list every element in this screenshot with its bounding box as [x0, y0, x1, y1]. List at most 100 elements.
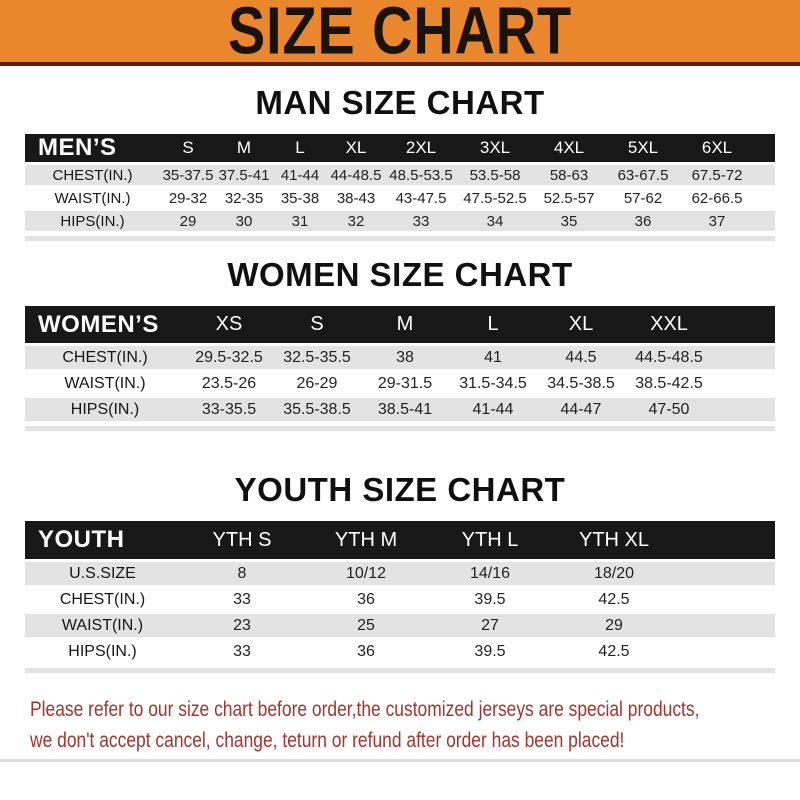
column-header: L	[449, 306, 537, 346]
table-group-label: WOMEN’S	[25, 306, 185, 346]
size-value: 47.5-52.5	[458, 188, 532, 211]
size-value: 30	[216, 211, 272, 234]
table-group-label: MEN’S	[25, 134, 160, 165]
column-header: 5XL	[606, 134, 680, 165]
row-label: U.S.SIZE	[25, 562, 180, 588]
size-value: 47-50	[625, 398, 713, 424]
size-value: 35.5-38.5	[273, 398, 361, 424]
filler-cell	[713, 398, 775, 424]
disclaimer-line-1: Please refer to our size chart before or…	[30, 698, 700, 721]
table-group-label: YOUTH	[25, 521, 180, 562]
size-value: 23.5-26	[185, 372, 273, 398]
column-header: L	[272, 134, 328, 165]
men-size-section: MAN SIZE CHART MEN’S S M L XL 2XL 3XL 4XL 5XL 6XL…	[0, 85, 800, 241]
size-value: 33-35.5	[185, 398, 273, 424]
size-value: 41-44	[449, 398, 537, 424]
size-value: 26-29	[273, 372, 361, 398]
column-header: M	[216, 134, 272, 165]
size-value: 38	[361, 346, 449, 372]
youth-size-table: YOUTH YTH S YTH M YTH L YTH XL U.S.SIZE 8 10/12…	[25, 521, 775, 666]
men-section-heading: MAN SIZE CHART	[255, 84, 545, 121]
row-label: WAIST(IN.)	[25, 372, 185, 398]
size-value: 35	[532, 211, 606, 234]
table-header-row: WOMEN’S XS S M L XL XXL	[25, 306, 775, 346]
size-value: 36	[304, 588, 428, 614]
table-header-row: MEN’S S M L XL 2XL 3XL 4XL 5XL 6XL	[25, 134, 775, 165]
size-value: 44.5	[537, 346, 625, 372]
size-value: 42.5	[552, 640, 676, 666]
filler-cell	[676, 562, 775, 588]
row-label: WAIST(IN.)	[25, 614, 180, 640]
size-value: 25	[304, 614, 428, 640]
youth-section-heading: YOUTH SIZE CHART	[234, 471, 566, 508]
women-table-bottom-strip	[25, 426, 775, 431]
table-row: WAIST(IN.) 29-32 32-35 35-38 38-43 43-47.5 47.…	[25, 188, 775, 211]
bottom-edge-line	[0, 759, 800, 762]
filler-cell	[676, 614, 775, 640]
column-header: XL	[537, 306, 625, 346]
size-value: 41-44	[272, 165, 328, 188]
size-value: 10/12	[304, 562, 428, 588]
filler-cell	[754, 211, 775, 234]
size-value: 36	[606, 211, 680, 234]
row-label: HIPS(IN.)	[25, 398, 185, 424]
column-header: XXL	[625, 306, 713, 346]
column-header: YTH L	[428, 521, 552, 562]
size-value: 36	[304, 640, 428, 666]
column-header: YTH S	[180, 521, 304, 562]
size-value: 41	[449, 346, 537, 372]
size-value: 67.5-72	[680, 165, 754, 188]
size-value: 27	[428, 614, 552, 640]
women-size-table: WOMEN’S XS S M L XL XXL CHEST(IN.) 29.5-32.5 32.5…	[25, 306, 775, 424]
size-value: 38.5-41	[361, 398, 449, 424]
filler-cell	[676, 588, 775, 614]
size-value: 29	[160, 211, 216, 234]
table-row: WAIST(IN.) 23.5-26 26-29 29-31.5 31.5-34.5 34…	[25, 372, 775, 398]
size-value: 33	[180, 640, 304, 666]
size-value: 37.5-41	[216, 165, 272, 188]
column-header: XS	[185, 306, 273, 346]
size-value: 23	[180, 614, 304, 640]
table-row: CHEST(IN.) 35-37.5 37.5-41 41-44 44-48.5 48.5…	[25, 165, 775, 188]
column-header: YTH M	[304, 521, 428, 562]
size-value: 31.5-34.5	[449, 372, 537, 398]
row-label: WAIST(IN.)	[25, 188, 160, 211]
table-row: HIPS(IN.) 33 36 39.5 42.5	[25, 640, 775, 666]
size-value: 53.5-58	[458, 165, 532, 188]
women-size-section: WOMEN SIZE CHART WOMEN’S XS S M L XL XXL CHEST(…	[0, 257, 800, 431]
men-table-bottom-strip	[25, 236, 775, 241]
size-value: 38.5-42.5	[625, 372, 713, 398]
size-value: 33	[180, 588, 304, 614]
size-value: 35-37.5	[160, 165, 216, 188]
size-value: 33	[384, 211, 458, 234]
row-label: CHEST(IN.)	[25, 588, 180, 614]
table-header-row: YOUTH YTH S YTH M YTH L YTH XL	[25, 521, 775, 562]
column-header: S	[160, 134, 216, 165]
filler-cell	[713, 346, 775, 372]
size-value: 14/16	[428, 562, 552, 588]
table-row: U.S.SIZE 8 10/12 14/16 18/20	[25, 562, 775, 588]
size-value: 58-63	[532, 165, 606, 188]
column-header: XL	[328, 134, 384, 165]
size-value: 62-66.5	[680, 188, 754, 211]
column-header: 6XL	[680, 134, 754, 165]
filler-cell	[754, 188, 775, 211]
size-value: 29-31.5	[361, 372, 449, 398]
size-value: 44.5-48.5	[625, 346, 713, 372]
column-header: S	[273, 306, 361, 346]
column-header: YTH XL	[552, 521, 676, 562]
disclaimer-text: Please refer to our size chart before or…	[30, 694, 800, 756]
filler-cell	[754, 165, 775, 188]
size-chart-banner: SIZE CHART	[0, 0, 800, 66]
row-label: HIPS(IN.)	[25, 211, 160, 234]
column-header: 4XL	[532, 134, 606, 165]
banner-title: SIZE CHART	[227, 0, 573, 68]
women-section-heading: WOMEN SIZE CHART	[227, 256, 573, 293]
column-header: 3XL	[458, 134, 532, 165]
size-value: 44-47	[537, 398, 625, 424]
column-header: 2XL	[384, 134, 458, 165]
size-value: 34.5-38.5	[537, 372, 625, 398]
size-value: 57-62	[606, 188, 680, 211]
table-row: HIPS(IN.) 29 30 31 32 33 34 35 36 37	[25, 211, 775, 234]
size-value: 43-47.5	[384, 188, 458, 211]
